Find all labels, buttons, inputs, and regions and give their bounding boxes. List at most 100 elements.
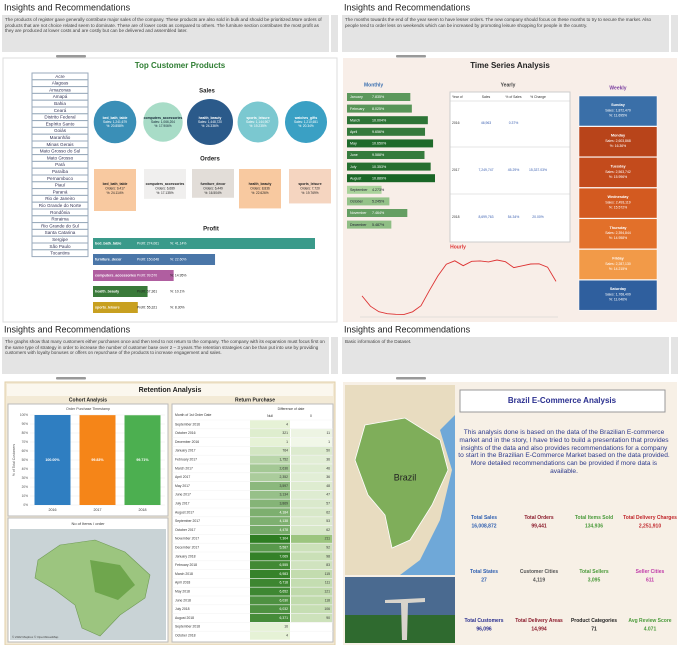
heat-cell bbox=[250, 437, 290, 447]
map-label: Brazil bbox=[394, 472, 417, 482]
bar-name: computers_accessories bbox=[95, 273, 136, 277]
count-cell: 321 bbox=[282, 431, 288, 435]
scroll-handle bbox=[56, 377, 86, 380]
weekday-pct: %: 14.958% bbox=[609, 236, 627, 240]
note-overflow bbox=[671, 337, 678, 374]
kpi-value: 2,251,910 bbox=[639, 523, 661, 529]
state-name: Pernambuco bbox=[47, 176, 73, 181]
table-header: Month of 1st Order Date bbox=[175, 413, 211, 417]
count-cell: 6,652 bbox=[280, 589, 289, 593]
heat-cell bbox=[250, 420, 290, 429]
note-box bbox=[342, 15, 669, 52]
panel-header: Insights and Recommendations bbox=[4, 324, 131, 334]
map-credit: © 2022 Mapbox © OpenStreetMap bbox=[12, 635, 59, 639]
state-cell bbox=[31, 249, 89, 258]
heat-cell bbox=[291, 561, 332, 570]
count-cell: 4,184 bbox=[280, 510, 289, 514]
y-tick-label: 0% bbox=[23, 503, 28, 507]
heat-cell bbox=[250, 481, 290, 491]
state-name: Rondônia bbox=[50, 210, 70, 215]
month-cell: April 2017 bbox=[175, 475, 190, 479]
title-box bbox=[459, 389, 666, 413]
month-cell: July 2017 bbox=[175, 501, 190, 505]
state-name: Espírito Santo bbox=[46, 121, 75, 126]
weekday-box bbox=[578, 157, 658, 188]
count-cell: 7,069 bbox=[280, 554, 289, 558]
weekday-value: Sales: 2,287,130 bbox=[605, 262, 631, 266]
heat-cell bbox=[291, 481, 332, 491]
scroll-handle bbox=[396, 55, 426, 58]
cohort-bar bbox=[79, 415, 116, 505]
heat-cell bbox=[291, 437, 332, 447]
count-cell: 62 bbox=[326, 510, 330, 514]
weekday-pct: %: 15.996% bbox=[609, 175, 627, 179]
heat-cell bbox=[291, 605, 332, 614]
bar-label: 99.83% bbox=[91, 458, 104, 462]
heat-cell bbox=[291, 446, 332, 455]
bubble-value: Sales: 1,210,651 bbox=[294, 120, 318, 124]
month-bar bbox=[347, 151, 425, 159]
bubble-value: Sales: 1,448,720 bbox=[198, 120, 222, 124]
table-group-header: Difference of date bbox=[278, 407, 305, 411]
state-name: Maranhão bbox=[50, 135, 71, 140]
section-title: Orders bbox=[200, 157, 220, 163]
state-name: Mato Grosso bbox=[47, 155, 74, 160]
kpi-value: 96,096 bbox=[476, 626, 492, 632]
count-cell: 6,030 bbox=[280, 598, 289, 602]
heat-cell bbox=[250, 429, 290, 438]
state-name: Distrito Federal bbox=[44, 115, 75, 120]
month-value: 7.835% bbox=[372, 95, 385, 99]
month-cell: February 2018 bbox=[175, 563, 197, 567]
box-name: health_beauty bbox=[249, 182, 272, 186]
bar-pct: %: 22.60% bbox=[170, 257, 186, 261]
month-cell: December 2016 bbox=[175, 440, 199, 444]
table-header: Year of bbox=[452, 95, 463, 99]
y-tick-label: 60% bbox=[22, 449, 29, 453]
order-box bbox=[192, 169, 234, 198]
cohort-bar bbox=[124, 415, 161, 505]
month-bar bbox=[347, 116, 428, 125]
map-title: No of Items / order bbox=[71, 521, 105, 526]
bar-pct: %: 10.1% bbox=[170, 289, 185, 293]
heat-cell bbox=[291, 473, 332, 482]
kpi-label: Total Customers bbox=[464, 618, 504, 625]
count-cell: 48 bbox=[326, 484, 330, 488]
month-cell: September 2016 bbox=[175, 422, 200, 426]
intro-text: This analysis done is based on the data … bbox=[458, 429, 670, 475]
month-value: 10.650% bbox=[372, 142, 387, 146]
weekday-box bbox=[578, 279, 658, 311]
yearly-table bbox=[449, 91, 571, 243]
count-cell: 2,352 bbox=[280, 475, 289, 479]
sales-bubble bbox=[284, 100, 328, 144]
weekday-value: Sales: 2,394,844 bbox=[605, 231, 631, 235]
weekday-box bbox=[578, 126, 658, 157]
y-tick-label: 90% bbox=[22, 422, 29, 426]
month-value: 10.353% bbox=[372, 165, 387, 169]
kpi-value: 4,119 bbox=[533, 577, 545, 583]
dashboard-title: Retention Analysis bbox=[139, 387, 202, 394]
heat-cell bbox=[250, 552, 290, 561]
count-cell: 4 bbox=[286, 633, 288, 637]
month-name: March bbox=[350, 118, 360, 122]
kpi-label: Total Sales bbox=[470, 515, 498, 522]
box-pct: %: 16.504% bbox=[204, 191, 221, 195]
state-name: Rio de Janeiro bbox=[45, 196, 75, 201]
bar-value: Profit: 99,570 bbox=[137, 273, 157, 277]
heat-cell bbox=[291, 587, 332, 596]
table-cell: 54.34% bbox=[508, 215, 520, 219]
heat-cell bbox=[291, 517, 332, 526]
weekday-name: Wednesday bbox=[607, 195, 629, 199]
weekday-box bbox=[578, 95, 658, 127]
heat-cell bbox=[291, 464, 332, 473]
kpi-value: 27 bbox=[481, 577, 487, 583]
heat-cell bbox=[291, 525, 332, 535]
bar-pct: %: 8.30% bbox=[170, 305, 185, 309]
y-tick-label: 10% bbox=[22, 494, 29, 498]
x-tick-label: 2017 bbox=[94, 508, 102, 512]
month-cell: December 2017 bbox=[175, 545, 199, 549]
state-name: Rio Grande do Norte bbox=[39, 203, 82, 208]
count-cell: 3,134 bbox=[280, 493, 289, 497]
table-cell: 0.37% bbox=[509, 121, 519, 125]
box-name: computers_accessories bbox=[146, 182, 185, 186]
weekday-name: Sunday bbox=[611, 103, 626, 107]
